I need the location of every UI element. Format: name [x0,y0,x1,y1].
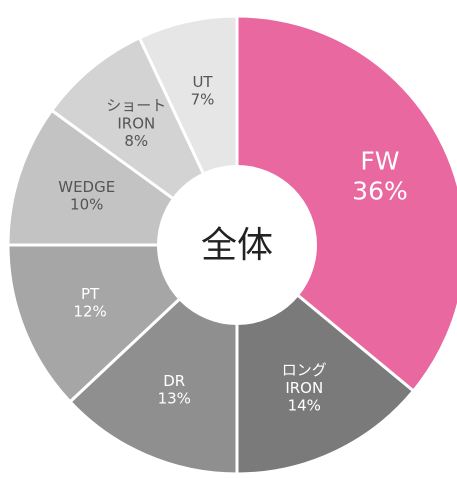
value-label: 36% [352,177,408,206]
category-line: ショート [106,96,166,114]
category-label: PT [81,285,100,303]
category-line: PT [81,285,100,303]
category-label: ロング IRON [282,360,327,396]
value-label: 14% [288,396,321,414]
category-label: WEDGE [58,178,115,196]
category-line: ロング [282,360,327,378]
category-label: FW [360,147,399,176]
category-label: DR [163,372,185,390]
donut-hole [157,165,317,325]
slice-label: UT7% [191,72,215,108]
category-label: ショート IRON [106,96,166,132]
category-line: UT [192,72,213,90]
value-label: 10% [70,196,103,214]
category-line: WEDGE [58,178,115,196]
category-line: IRON [117,114,155,132]
category-label: UT [192,72,213,90]
value-label: 13% [158,390,191,408]
category-line: IRON [285,378,323,396]
value-label: 8% [124,132,148,150]
category-line: DR [163,372,185,390]
slice [235,14,457,394]
category-line: FW [360,147,399,176]
center-label: 全体 [201,225,273,266]
value-label: 7% [191,90,215,108]
value-label: 12% [73,303,106,321]
